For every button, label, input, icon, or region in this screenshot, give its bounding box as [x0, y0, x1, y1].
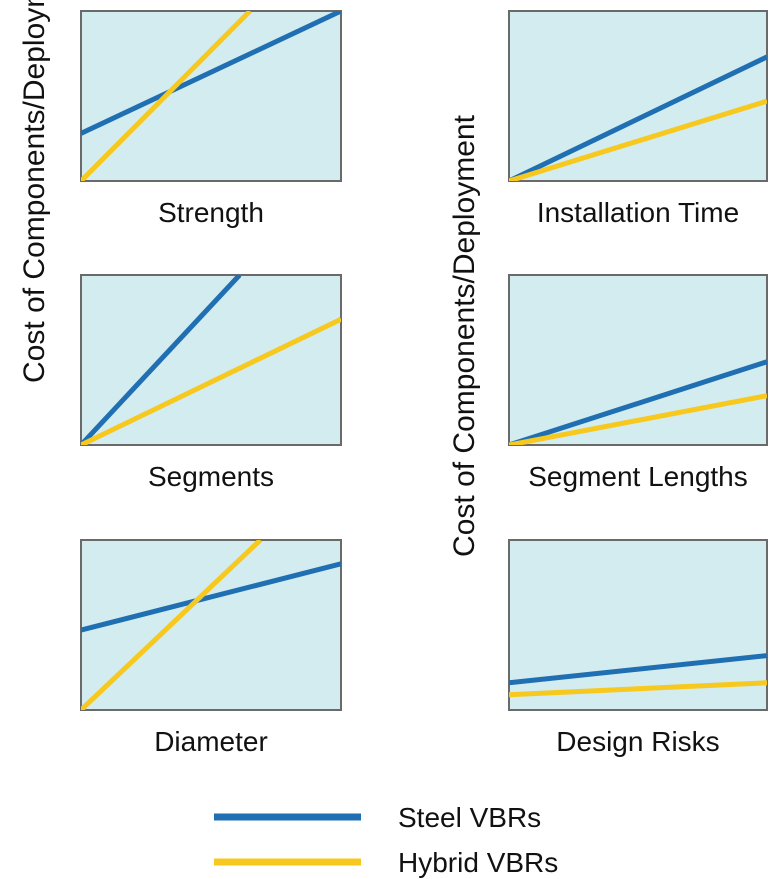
- plot-area: [80, 539, 342, 711]
- plot-area: [508, 539, 768, 711]
- series-line-steel-vbrs: [81, 275, 242, 445]
- panel-segment-lengths: Segment Lengths: [508, 274, 768, 492]
- plot-area: [80, 10, 342, 182]
- series-line-steel-vbrs: [509, 653, 767, 686]
- x-axis-label: Segments: [148, 461, 274, 492]
- x-axis-label: Installation Time: [537, 197, 739, 228]
- panel-diameter: Diameter: [80, 539, 342, 757]
- legend-label-steel: Steel VBRs: [398, 802, 541, 833]
- plot-area: [80, 274, 342, 446]
- series-line-steel-vbrs: [509, 359, 767, 445]
- series-line-hybrid-vbrs: [509, 393, 767, 445]
- small-multiples: Strength Installation Time Segments Segment…: [80, 10, 768, 757]
- plot-area: [508, 274, 768, 446]
- plot-area: [508, 10, 768, 182]
- series-line-hybrid-vbrs: [81, 540, 263, 710]
- x-axis-label: Strength: [158, 197, 264, 228]
- legend: Steel VBRs Hybrid VBRs: [214, 802, 558, 878]
- panel-installation-time: Installation Time: [508, 10, 768, 228]
- y-axis-label-left: Cost of Components/Deployment: [18, 0, 51, 383]
- series-line-steel-vbrs: [81, 11, 341, 136]
- x-axis-label: Design Risks: [556, 726, 719, 757]
- series-line-hybrid-vbrs: [509, 680, 767, 698]
- series-line-hybrid-vbrs: [509, 98, 767, 181]
- panel-design-risks: Design Risks: [508, 539, 768, 757]
- legend-label-hybrid: Hybrid VBRs: [398, 847, 558, 878]
- y-axis-label-right: Cost of Components/Deployment: [448, 114, 481, 557]
- series-line-hybrid-vbrs: [81, 11, 252, 181]
- x-axis-label: Diameter: [154, 726, 268, 757]
- series-line-steel-vbrs: [81, 561, 341, 633]
- x-axis-label: Segment Lengths: [528, 461, 748, 492]
- panel-strength: Strength: [80, 10, 342, 228]
- series-line-hybrid-vbrs: [81, 316, 341, 445]
- series-line-steel-vbrs: [509, 54, 767, 181]
- panel-segments: Segments: [80, 274, 342, 492]
